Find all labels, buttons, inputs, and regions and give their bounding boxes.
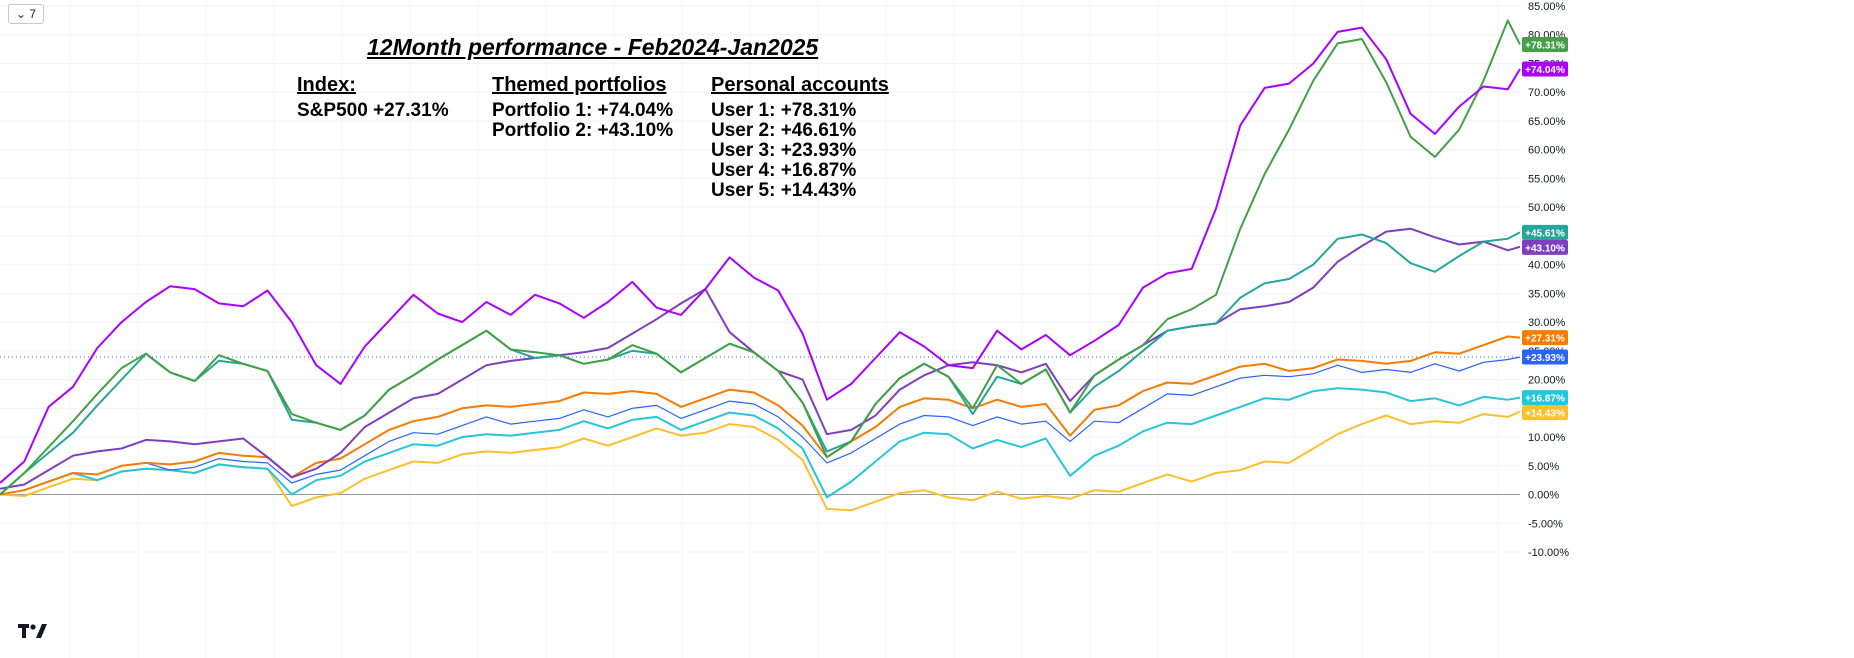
y-tick-label: 0.00% xyxy=(1528,490,1559,502)
series-line xyxy=(0,335,1521,496)
y-axis[interactable]: 85.00%80.00%75.00%70.00%65.00%60.00%55.0… xyxy=(1528,1,1569,559)
y-tick-label: 50.00% xyxy=(1528,202,1566,214)
group-header-themed: Themed portfolios xyxy=(492,74,667,96)
end-value-badge: +74.04% xyxy=(1522,61,1568,77)
y-tick-label: 65.00% xyxy=(1528,116,1566,128)
chart-grid xyxy=(0,0,1520,658)
y-tick-label: 20.00% xyxy=(1528,375,1566,387)
end-value-badge: +23.93% xyxy=(1522,349,1568,365)
y-tick-label: 35.00% xyxy=(1528,288,1566,300)
series-line xyxy=(0,410,1521,512)
series-line xyxy=(0,26,1521,484)
y-tick-label: 55.00% xyxy=(1528,173,1566,185)
end-value-badge: +43.10% xyxy=(1522,239,1568,255)
legend-portfolio-1: Portfolio 1: +74.04% xyxy=(492,100,674,121)
end-value-badge: +14.43% xyxy=(1522,405,1568,421)
legend-user-1: User 1: +78.31% xyxy=(711,100,857,121)
series-line xyxy=(0,387,1521,499)
end-value-text: +14.43% xyxy=(1525,409,1565,420)
y-tick-label: 60.00% xyxy=(1528,145,1566,157)
legend-user-2: User 2: +46.61% xyxy=(711,120,857,141)
end-value-text: +43.10% xyxy=(1525,243,1565,254)
series-lines xyxy=(0,19,1521,512)
legend-user-5: User 5: +14.43% xyxy=(711,180,857,201)
legend-user-3: User 3: +23.93% xyxy=(711,140,857,161)
end-value-text: +74.04% xyxy=(1525,65,1565,76)
tradingview-logo[interactable] xyxy=(18,622,48,644)
chart-title: 12Month performance - Feb2024-Jan2025 xyxy=(367,34,819,60)
y-tick-label: 70.00% xyxy=(1528,87,1566,99)
group-header-index: Index: xyxy=(297,74,356,96)
end-value-text: +16.87% xyxy=(1525,394,1565,405)
end-value-text: +27.31% xyxy=(1525,334,1565,345)
series-end-labels: +78.31% +74.04% +45.61% +43.10% +27.31% +23.9… xyxy=(1522,36,1568,421)
group-header-personal: Personal accounts xyxy=(711,74,889,96)
y-tick-label: 40.00% xyxy=(1528,260,1566,272)
end-value-text: +78.31% xyxy=(1525,40,1565,51)
y-tick-label: -10.00% xyxy=(1528,547,1569,559)
legend-user-4: User 4: +16.87% xyxy=(711,160,857,181)
y-tick-label: -5.00% xyxy=(1528,518,1563,530)
collapse-count: 7 xyxy=(29,7,37,21)
end-value-badge: +16.87% xyxy=(1522,390,1568,406)
y-tick-label: 30.00% xyxy=(1528,317,1566,329)
end-value-text: +45.61% xyxy=(1525,228,1565,239)
series-line xyxy=(0,356,1521,496)
end-value-text: +23.93% xyxy=(1525,353,1565,364)
legend-sp500: S&P500 +27.31% xyxy=(297,100,449,121)
series-line xyxy=(0,231,1521,496)
end-value-badge: +45.61% xyxy=(1522,224,1568,240)
legend-portfolio-2: Portfolio 2: +43.10% xyxy=(492,120,674,141)
y-tick-label: 5.00% xyxy=(1528,461,1559,473)
end-value-badge: +78.31% xyxy=(1522,36,1568,52)
series-line xyxy=(0,19,1521,496)
collapse-toolbar-button[interactable]: ⌄ 7 xyxy=(8,4,44,24)
tradingview-logo-icon xyxy=(18,624,47,638)
y-tick-label: 85.00% xyxy=(1528,1,1566,13)
end-value-badge: +27.31% xyxy=(1522,330,1568,346)
y-tick-label: 10.00% xyxy=(1528,432,1566,444)
chevron-down-icon: ⌄ xyxy=(15,7,27,21)
